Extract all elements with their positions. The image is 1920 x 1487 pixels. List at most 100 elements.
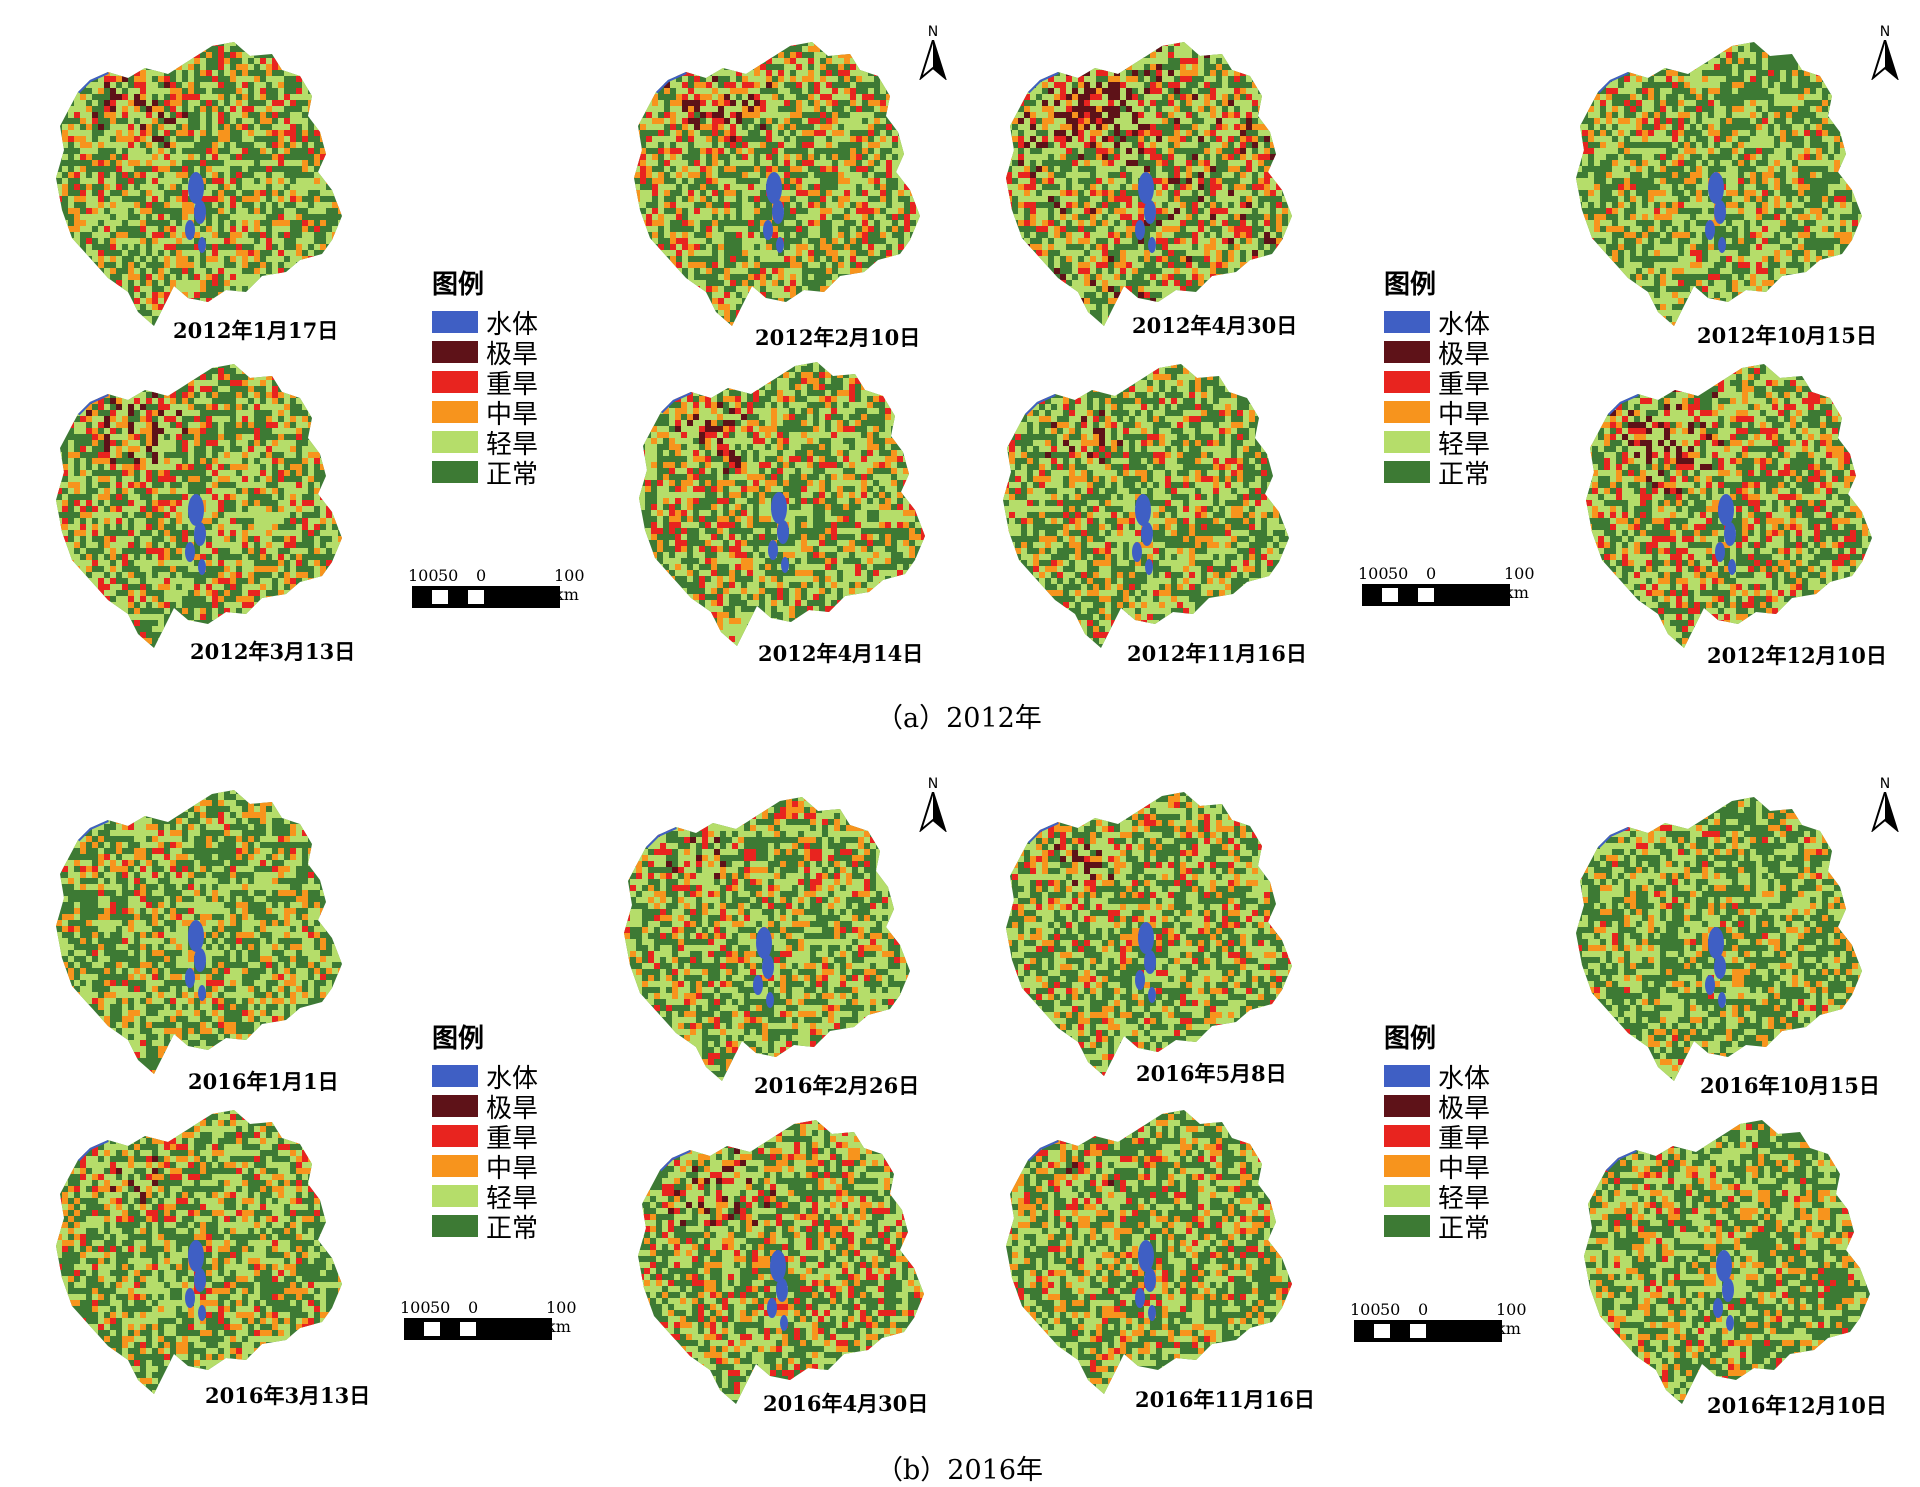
legend-item: 重旱 — [1384, 367, 1534, 400]
legend-swatch — [432, 1095, 478, 1117]
legend-swatch — [432, 431, 478, 453]
legend-label: 极旱 — [1438, 334, 1490, 371]
legend-item: 轻旱 — [1384, 427, 1534, 460]
map-date-label: 2016年3月13日 — [205, 1380, 370, 1410]
legend-item: 中旱 — [1384, 397, 1534, 430]
legend-swatch — [432, 1125, 478, 1147]
legend-swatch — [1384, 311, 1430, 333]
legend-item: 轻旱 — [1384, 1181, 1534, 1214]
scale-bar: 100 50 0 100 km — [1358, 564, 1535, 606]
scale-bar-label: 50 — [1380, 1300, 1400, 1319]
drought-map — [1000, 40, 1300, 330]
legend-label: 轻旱 — [1438, 424, 1490, 461]
legend-swatch — [432, 1155, 478, 1177]
legend-item: 水体 — [432, 307, 582, 340]
map-date-label: 2012年11月16日 — [1127, 638, 1307, 668]
legend-item: 重旱 — [432, 1121, 582, 1154]
legend-label: 正常 — [1438, 1208, 1490, 1245]
drought-map — [1000, 790, 1300, 1080]
scale-bar-label: 100 — [400, 1298, 431, 1317]
legend-item: 水体 — [1384, 307, 1534, 340]
legend-label: 极旱 — [486, 334, 538, 371]
legend-item: 重旱 — [1384, 1121, 1534, 1154]
map-date-label: 2016年12月10日 — [1707, 1390, 1887, 1420]
legend-item: 正常 — [1384, 1211, 1534, 1244]
legend-swatch — [1384, 1065, 1430, 1087]
legend-label: 重旱 — [486, 364, 538, 401]
map-date-label: 2016年2月26日 — [754, 1070, 919, 1100]
legend-swatch — [432, 401, 478, 423]
scale-bar: 100 50 0 100 km — [408, 566, 585, 608]
legend-swatch — [432, 1185, 478, 1207]
legend-item: 极旱 — [432, 337, 582, 370]
drought-map — [618, 795, 918, 1085]
legend-swatch — [432, 1215, 478, 1237]
legend-label: 中旱 — [1438, 1148, 1490, 1185]
scale-bar-label: 0 — [1426, 564, 1436, 583]
legend-item: 轻旱 — [432, 427, 582, 460]
north-arrow-icon: N — [1870, 24, 1900, 84]
legend-label: 水体 — [486, 1058, 538, 1095]
drought-map — [1570, 40, 1870, 330]
legend-swatch — [1384, 431, 1430, 453]
legend-title: 图例 — [432, 1018, 582, 1055]
legend-label: 极旱 — [486, 1088, 538, 1125]
scale-bar-label: 100 — [1358, 564, 1389, 583]
drought-map — [50, 40, 350, 330]
map-date-label: 2012年4月30日 — [1132, 310, 1297, 340]
north-arrow-icon: N — [1870, 776, 1900, 836]
north-label: N — [1870, 776, 1900, 792]
scale-bar-label: 50 — [438, 566, 458, 585]
legend-item: 水体 — [432, 1061, 582, 1094]
legend-label: 重旱 — [486, 1118, 538, 1155]
legend-item: 极旱 — [1384, 1091, 1534, 1124]
legend: 图例 水体 极旱 重旱 中旱 轻旱 正常 — [1384, 264, 1534, 490]
legend-item: 中旱 — [432, 1151, 582, 1184]
legend-label: 水体 — [1438, 304, 1490, 341]
legend-swatch — [1384, 1215, 1430, 1237]
legend-label: 水体 — [1438, 1058, 1490, 1095]
legend-swatch — [1384, 461, 1430, 483]
scale-bar-label: 100 — [408, 566, 439, 585]
legend-label: 中旱 — [1438, 394, 1490, 431]
drought-map — [50, 1108, 350, 1398]
legend-swatch — [432, 461, 478, 483]
scale-bar-label: 0 — [468, 1298, 478, 1317]
legend-label: 轻旱 — [486, 1178, 538, 1215]
legend-swatch — [1384, 1125, 1430, 1147]
drought-map — [632, 1118, 932, 1408]
scale-bar-label: 50 — [1388, 564, 1408, 583]
drought-map — [50, 362, 350, 652]
legend-item: 正常 — [1384, 457, 1534, 490]
legend: 图例 水体 极旱 重旱 中旱 轻旱 正常 — [432, 264, 582, 490]
map-date-label: 2016年5月8日 — [1136, 1058, 1287, 1088]
scale-bar-graphic — [1354, 1320, 1502, 1342]
panel-caption: （a）2012年 — [876, 696, 1042, 735]
scale-bar-graphic — [412, 586, 560, 608]
scale-bar: 100 50 0 100 km — [400, 1298, 577, 1340]
legend-item: 中旱 — [1384, 1151, 1534, 1184]
map-date-label: 2016年10月15日 — [1700, 1070, 1880, 1100]
legend-label: 中旱 — [486, 394, 538, 431]
legend-title: 图例 — [1384, 1018, 1534, 1055]
drought-map — [997, 362, 1297, 652]
drought-map — [628, 40, 928, 330]
legend-label: 正常 — [486, 454, 538, 491]
scale-bar-label: 100 km — [1496, 1300, 1527, 1338]
legend-swatch — [1384, 341, 1430, 363]
scale-bar-label: 100 km — [1504, 564, 1535, 602]
north-label: N — [1870, 24, 1900, 40]
panel-caption: （b）2016年 — [876, 1448, 1043, 1487]
legend-label: 重旱 — [1438, 1118, 1490, 1155]
scale-bar-label: 100 km — [554, 566, 585, 604]
drought-map — [1000, 1108, 1300, 1398]
legend-item: 极旱 — [1384, 337, 1534, 370]
legend-label: 正常 — [486, 1208, 538, 1245]
legend-swatch — [1384, 1155, 1430, 1177]
scale-bar-label: 0 — [1418, 1300, 1428, 1319]
scale-bar-graphic — [404, 1318, 552, 1340]
north-label: N — [918, 776, 948, 792]
legend-item: 中旱 — [432, 397, 582, 430]
map-date-label: 2016年1月1日 — [188, 1066, 339, 1096]
scale-bar-label: 50 — [430, 1298, 450, 1317]
